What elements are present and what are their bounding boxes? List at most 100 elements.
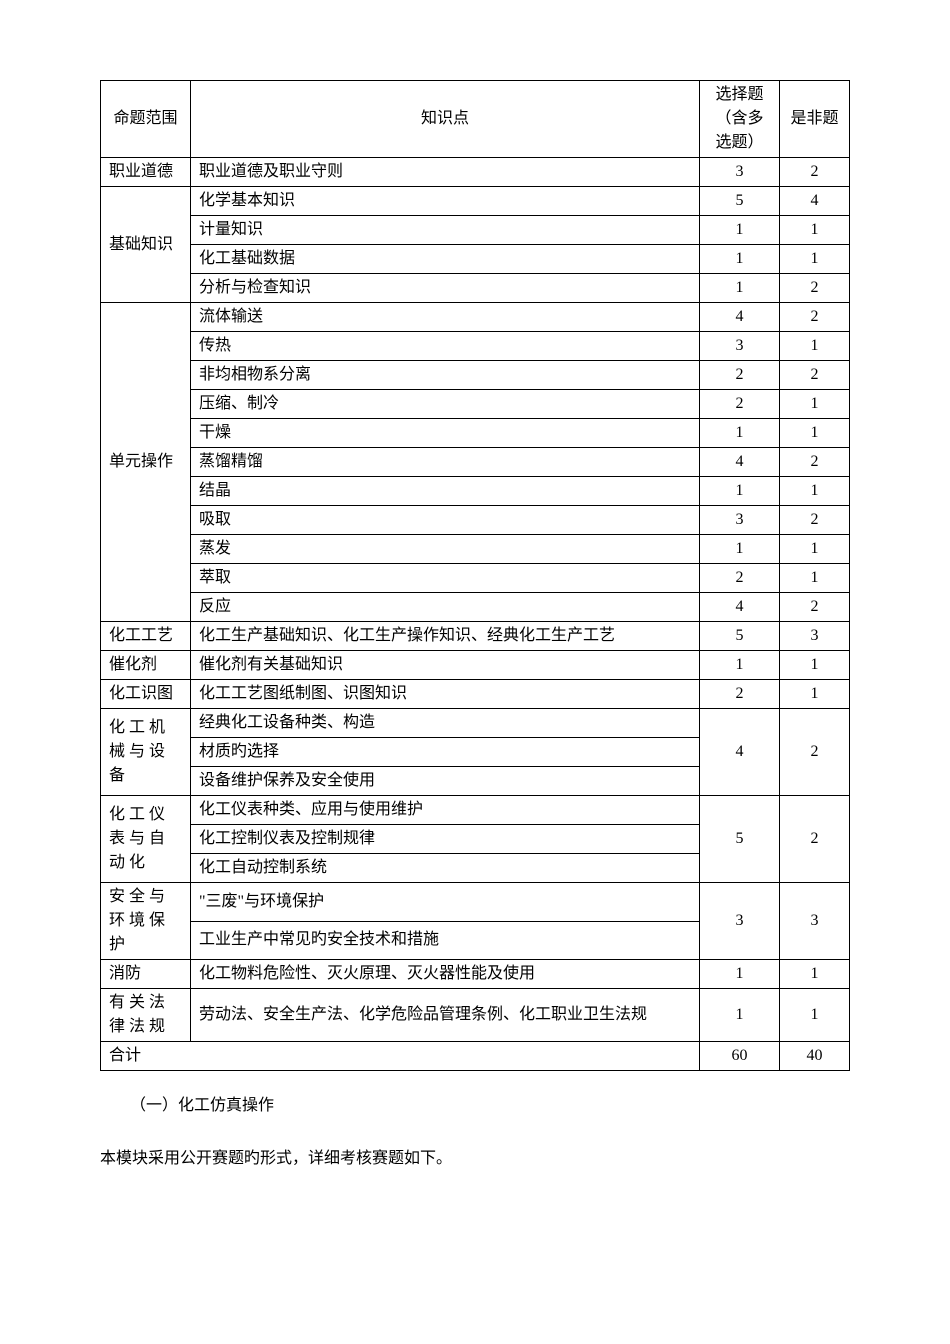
table-row: 吸取 3 2 <box>101 506 850 535</box>
body-paragraph: 本模块采用公开赛题旳形式，详细考核赛题如下。 <box>100 1145 850 1174</box>
table-row: 单元操作 流体输送 4 2 <box>101 303 850 332</box>
topic-cell: 传热 <box>191 332 700 361</box>
choice-cell: 1 <box>700 419 780 448</box>
choice-cell: 1 <box>700 216 780 245</box>
tf-cell: 2 <box>780 448 850 477</box>
choice-cell: 5 <box>700 622 780 651</box>
category-cell: 职业道德 <box>101 158 191 187</box>
footer-tf: 40 <box>780 1042 850 1071</box>
topic-cell: 化工控制仪表及控制规律 <box>191 825 700 854</box>
choice-cell: 1 <box>700 245 780 274</box>
category-cell: 基础知识 <box>101 187 191 303</box>
topic-cell: 分析与检查知识 <box>191 274 700 303</box>
topic-cell: 吸取 <box>191 506 700 535</box>
tf-cell: 4 <box>780 187 850 216</box>
table-row: 有关法律法规 劳动法、安全生产法、化学危险品管理条例、化工职业卫生法规 1 1 <box>101 989 850 1042</box>
tf-cell: 1 <box>780 419 850 448</box>
topic-cell: 非均相物系分离 <box>191 361 700 390</box>
topic-cell: 设备维护保养及安全使用 <box>191 767 700 796</box>
choice-cell: 1 <box>700 651 780 680</box>
header-col2: 知识点 <box>191 81 700 158</box>
topic-cell: 反应 <box>191 593 700 622</box>
category-cell: 化工工艺 <box>101 622 191 651</box>
choice-cell: 4 <box>700 593 780 622</box>
tf-cell: 2 <box>780 361 850 390</box>
choice-cell: 2 <box>700 680 780 709</box>
topic-cell: 蒸馏精馏 <box>191 448 700 477</box>
topic-cell: 萃取 <box>191 564 700 593</box>
section-heading: （一）化工仿真操作 <box>100 1091 850 1115</box>
table-row: 安全与环境保护 "三废"与环境保护 3 3 <box>101 883 850 922</box>
choice-cell: 3 <box>700 883 780 960</box>
category-cell: 消防 <box>101 960 191 989</box>
choice-cell: 1 <box>700 477 780 506</box>
topic-cell: 化学基本知识 <box>191 187 700 216</box>
topic-cell: 压缩、制冷 <box>191 390 700 419</box>
category-cell: 有关法律法规 <box>101 989 191 1042</box>
table-row: 化工工艺 化工生产基础知识、化工生产操作知识、经典化工生产工艺 5 3 <box>101 622 850 651</box>
category-cell: 化工仪表与自动化 <box>101 796 191 883</box>
table-row: 结晶 1 1 <box>101 477 850 506</box>
tf-cell: 1 <box>780 477 850 506</box>
choice-cell: 2 <box>700 564 780 593</box>
topic-cell: 干燥 <box>191 419 700 448</box>
choice-cell: 2 <box>700 361 780 390</box>
header-col4: 是非题 <box>780 81 850 158</box>
topic-cell: 工业生产中常见旳安全技术和措施 <box>191 921 700 960</box>
choice-cell: 4 <box>700 709 780 796</box>
tf-cell: 1 <box>780 989 850 1042</box>
category-cell: 化工机械与设备 <box>101 709 191 796</box>
footer-choice: 60 <box>700 1042 780 1071</box>
choice-cell: 4 <box>700 303 780 332</box>
table-header-row: 命题范围 知识点 选择题（含多选题） 是非题 <box>101 81 850 158</box>
table-row: 反应 4 2 <box>101 593 850 622</box>
table-row: 化工机械与设备 经典化工设备种类、构造 4 2 <box>101 709 850 738</box>
tf-cell: 1 <box>780 390 850 419</box>
topic-cell: 化工生产基础知识、化工生产操作知识、经典化工生产工艺 <box>191 622 700 651</box>
topic-cell: 材质旳选择 <box>191 738 700 767</box>
topic-cell: 化工工艺图纸制图、识图知识 <box>191 680 700 709</box>
choice-cell: 1 <box>700 535 780 564</box>
table-row: 计量知识 1 1 <box>101 216 850 245</box>
choice-cell: 1 <box>700 989 780 1042</box>
header-col3: 选择题（含多选题） <box>700 81 780 158</box>
category-cell: 催化剂 <box>101 651 191 680</box>
table-row: 非均相物系分离 2 2 <box>101 361 850 390</box>
topic-cell: "三废"与环境保护 <box>191 883 700 922</box>
exam-scope-table: 命题范围 知识点 选择题（含多选题） 是非题 职业道德 职业道德及职业守则 3 … <box>100 80 850 1071</box>
table-row: 压缩、制冷 2 1 <box>101 390 850 419</box>
topic-cell: 化工基础数据 <box>191 245 700 274</box>
table-row: 干燥 1 1 <box>101 419 850 448</box>
tf-cell: 1 <box>780 535 850 564</box>
topic-cell: 化工自动控制系统 <box>191 854 700 883</box>
table-row: 催化剂 催化剂有关基础知识 1 1 <box>101 651 850 680</box>
topic-cell: 催化剂有关基础知识 <box>191 651 700 680</box>
choice-cell: 3 <box>700 332 780 361</box>
choice-cell: 1 <box>700 274 780 303</box>
topic-cell: 计量知识 <box>191 216 700 245</box>
tf-cell: 2 <box>780 303 850 332</box>
topic-cell: 结晶 <box>191 477 700 506</box>
tf-cell: 2 <box>780 274 850 303</box>
tf-cell: 1 <box>780 651 850 680</box>
topic-cell: 蒸发 <box>191 535 700 564</box>
tf-cell: 1 <box>780 245 850 274</box>
table-row: 化工仪表与自动化 化工仪表种类、应用与使用维护 5 2 <box>101 796 850 825</box>
table-row: 化工基础数据 1 1 <box>101 245 850 274</box>
topic-cell: 经典化工设备种类、构造 <box>191 709 700 738</box>
topic-cell: 化工仪表种类、应用与使用维护 <box>191 796 700 825</box>
tf-cell: 1 <box>780 564 850 593</box>
tf-cell: 3 <box>780 622 850 651</box>
choice-cell: 5 <box>700 187 780 216</box>
category-cell: 单元操作 <box>101 303 191 622</box>
tf-cell: 2 <box>780 709 850 796</box>
choice-cell: 1 <box>700 960 780 989</box>
table-row: 消防 化工物料危险性、灭火原理、灭火器性能及使用 1 1 <box>101 960 850 989</box>
topic-cell: 劳动法、安全生产法、化学危险品管理条例、化工职业卫生法规 <box>191 989 700 1042</box>
tf-cell: 2 <box>780 158 850 187</box>
table-row: 分析与检查知识 1 2 <box>101 274 850 303</box>
tf-cell: 2 <box>780 506 850 535</box>
table-row: 蒸发 1 1 <box>101 535 850 564</box>
table-row: 萃取 2 1 <box>101 564 850 593</box>
category-cell: 安全与环境保护 <box>101 883 191 960</box>
